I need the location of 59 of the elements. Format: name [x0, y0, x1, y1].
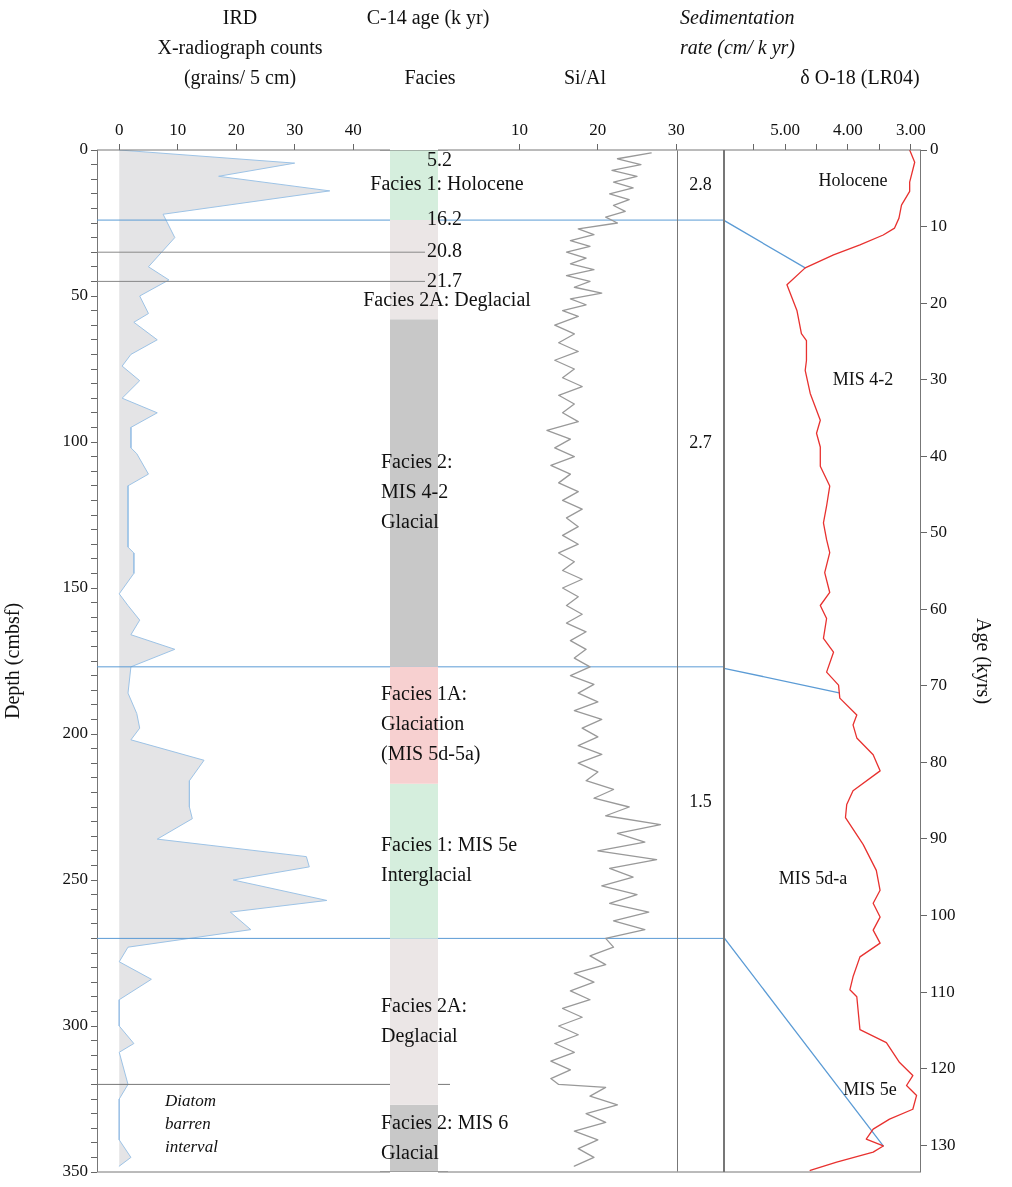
series-label: Facies 1: Holocene: [370, 172, 524, 195]
y-tick-label: 80: [930, 751, 947, 771]
y-tick-label: 90: [930, 828, 947, 848]
annotation: 20.8: [427, 239, 462, 262]
x-tick-label: 30: [667, 120, 685, 140]
y-tick-label: 250: [62, 869, 88, 889]
y-tick-label: 50: [71, 285, 88, 305]
chart-subtitle: Facies: [403, 65, 457, 90]
y-tick-label: 0: [930, 139, 939, 159]
y-axis-title: Age (kyrs): [971, 617, 995, 705]
y-tick-label: 300: [62, 1015, 88, 1035]
annotation: MIS 5e: [843, 1078, 897, 1099]
y-tick-label: 20: [930, 292, 947, 312]
chart-title: C-14 age (k yr): [365, 5, 491, 31]
annotation: 16.2: [427, 207, 462, 230]
x-tick-label: 0: [114, 120, 124, 140]
annotation: 2.7: [689, 432, 712, 453]
y-tick-label: 50: [930, 522, 947, 542]
x-tick-label: 20: [589, 120, 607, 140]
x-axis-title: X-radiograph counts (grains/ 5 cm): [156, 35, 324, 91]
y-tick-label: 100: [62, 431, 88, 451]
annotation: MIS 5d-a: [778, 867, 848, 888]
annotation: Holocene: [818, 169, 888, 190]
y-axis-title: Depth (cmbsf): [1, 602, 25, 720]
x-tick-label: 5.00: [770, 120, 800, 140]
series-label: Facies 1: MIS 5e Interglacial: [381, 833, 518, 887]
y-tick-label: 70: [930, 675, 947, 695]
chart-title: Si/Al: [562, 65, 608, 90]
x-tick-label: 30: [286, 120, 304, 140]
y-tick-label: 200: [62, 723, 88, 743]
x-tick-label: 4.00: [833, 120, 863, 140]
series-label: Facies 2: MIS 6 Glacial: [381, 1110, 509, 1163]
chart-title: IRD: [221, 5, 259, 30]
y-tick-label: 10: [930, 216, 947, 236]
annotation: 5.2: [427, 148, 452, 171]
y-tick-label: 110: [930, 981, 955, 1001]
series-label: Facies 2: MIS 4-2 Glacial: [381, 450, 453, 533]
y-tick-label: 100: [930, 905, 956, 925]
y-tick-label: 40: [930, 445, 947, 465]
ref-line-label: Diatom barren interval: [164, 1091, 219, 1157]
y-tick-label: 350: [62, 1161, 88, 1181]
annotation: MIS 4-2: [832, 368, 894, 389]
y-tick-label: 0: [79, 139, 88, 159]
y-tick-label: 120: [930, 1058, 956, 1078]
annotation: 1.5: [689, 791, 712, 812]
x-tick-label: 40: [344, 120, 362, 140]
x-tick-label: 20: [227, 120, 245, 140]
y-tick-label: 60: [930, 598, 947, 618]
y-tick-label: 30: [930, 369, 947, 389]
x-tick-label: 10: [169, 120, 187, 140]
x-tick-label: 10: [510, 120, 528, 140]
series-label: Facies 2A: Deglacial: [381, 993, 468, 1047]
chart-title: δ O-18 (LR04): [799, 65, 921, 91]
x-tick-label: 3.00: [896, 120, 926, 140]
annotation: 2.8: [689, 173, 712, 194]
series-label: Facies 1A: Glaciation (MIS 5d-5a): [381, 682, 481, 766]
y-tick-label: 130: [930, 1134, 956, 1154]
text: Sedimentation rate (cm/ k yr): [680, 5, 796, 61]
y-tick-label: 150: [62, 577, 88, 597]
